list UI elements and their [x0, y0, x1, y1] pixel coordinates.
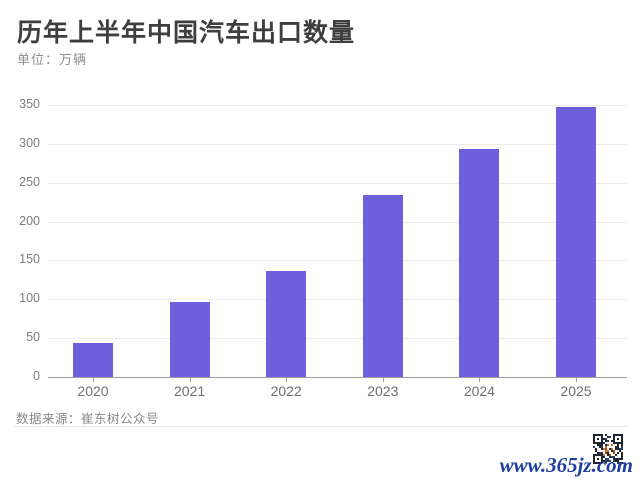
qr-code-icon: [593, 434, 623, 464]
x-tick-label-2020: 2020: [77, 383, 109, 399]
bar-2020: [73, 342, 113, 377]
y-tick-label-50: 50: [26, 330, 40, 345]
x-tick-mark-2021: [189, 378, 191, 382]
bar-2023: [362, 195, 403, 377]
gridline-300: [48, 143, 627, 145]
bar-2025: [556, 106, 596, 377]
gridline-100: [48, 299, 627, 301]
y-tick-label-200: 200: [19, 213, 40, 228]
x-axis-line: [48, 377, 627, 378]
chart-title: 历年上半年中国汽车出口数量: [17, 19, 356, 47]
x-tick-label-2023: 2023: [367, 383, 399, 399]
bar-2021: [169, 301, 210, 377]
bar-2022: [266, 271, 307, 377]
x-tick-label-2022: 2022: [270, 383, 302, 399]
y-tick-label-300: 300: [19, 135, 40, 150]
data-source-label: 数据来源：崔东树公众号: [16, 412, 160, 426]
x-tick-mark-2022: [286, 378, 288, 382]
gridline-50: [48, 338, 627, 340]
x-tick-mark-2020: [93, 378, 94, 382]
y-tick-label-100: 100: [19, 291, 40, 306]
watermark-url: www.365jz.com: [499, 453, 633, 477]
gridline-250: [48, 182, 627, 184]
y-tick-label-250: 250: [19, 174, 40, 189]
x-tick-label-2021: 2021: [174, 383, 206, 399]
x-tick-mark-2023: [382, 378, 384, 382]
x-tick-mark-2025: [576, 378, 577, 382]
bar-2024: [459, 148, 500, 377]
x-tick-label-2024: 2024: [463, 383, 495, 399]
x-tick-label-2025: 2025: [560, 383, 592, 399]
y-tick-label-350: 350: [19, 97, 40, 111]
unit-label: 单位：万辆: [17, 52, 88, 67]
x-tick-mark-2024: [479, 378, 481, 382]
y-tick-label-150: 150: [19, 252, 40, 267]
gridline-350: [48, 105, 627, 106]
gridline-150: [48, 260, 627, 262]
y-tick-label-0: 0: [33, 369, 40, 383]
gridline-200: [48, 221, 627, 223]
footer-divider: [14, 426, 628, 427]
